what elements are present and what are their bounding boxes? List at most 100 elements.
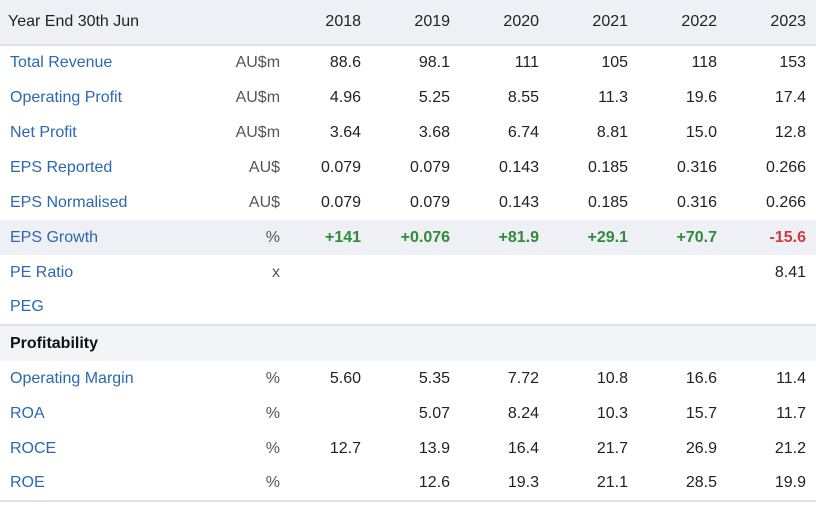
row-label-eps-normalised[interactable]: EPS Normalised: [10, 193, 128, 211]
cell-value: 12.6: [371, 466, 461, 502]
cell-value: 10.8: [596, 369, 629, 387]
cell-value: 11.7: [776, 404, 807, 422]
section-title: Profitability: [0, 324, 816, 361]
row-label-roa[interactable]: ROA: [10, 404, 45, 422]
cell-value: [282, 255, 371, 290]
cell-value: 7.72: [507, 369, 540, 387]
cell-value: 13.9: [418, 439, 451, 457]
cell-value: [460, 255, 549, 290]
cell-value: 5.60: [329, 369, 362, 387]
cell-value: 8.55: [507, 88, 540, 106]
cell-value: [282, 290, 371, 325]
row-label-roe[interactable]: ROE: [0, 466, 200, 502]
cell-value: 3.64: [329, 123, 362, 141]
cell-value-positive: +141: [324, 228, 362, 246]
cell-value: 4.96: [329, 88, 362, 106]
table-header-row: Year End 30th Jun 2018 2019 2020 2021 20…: [0, 0, 816, 46]
table-row-total-revenue: Total Revenue AU$m 88.6 98.1 111 105 118…: [0, 45, 816, 80]
cell-value: 19.9: [727, 466, 816, 502]
table-row-eps-normalised: EPS Normalised AU$ 0.079 0.079 0.143 0.1…: [0, 185, 816, 220]
row-label-operating-profit[interactable]: Operating Profit: [10, 88, 123, 106]
row-label-operating-margin[interactable]: Operating Margin: [10, 369, 134, 387]
table-row-net-profit: Net Profit AU$m 3.64 3.68 6.74 8.81 15.0…: [0, 115, 816, 150]
cell-value: [282, 466, 372, 502]
cell-value: 0.316: [676, 193, 718, 211]
section-header-profitability: Profitability: [0, 324, 816, 361]
year-header-2022[interactable]: 2022: [638, 0, 728, 46]
year-header-2023[interactable]: 2023: [727, 0, 816, 46]
cell-value: [282, 396, 371, 431]
cell-value: 26.9: [685, 439, 718, 457]
cell-value: 15.7: [685, 404, 718, 422]
row-unit: AU$: [248, 158, 281, 176]
cell-value: 11.4: [776, 369, 807, 387]
cell-value: 98.1: [418, 54, 451, 71]
row-label-eps-growth[interactable]: EPS Growth: [10, 228, 99, 246]
year-header-2021[interactable]: 2021: [549, 0, 639, 46]
cell-value: 8.81: [596, 123, 629, 141]
cell-value: 0.185: [587, 193, 629, 211]
row-unit: x: [272, 263, 281, 281]
year-header-2019[interactable]: 2019: [371, 0, 461, 46]
cell-value: 15.0: [685, 123, 718, 141]
table-row-eps-reported: EPS Reported AU$ 0.079 0.079 0.143 0.185…: [0, 150, 816, 185]
cell-value: 0.079: [320, 158, 362, 176]
cell-value: 5.07: [418, 404, 451, 422]
table-row-roe: ROE % 12.6 19.3 21.1 28.5 19.9: [0, 466, 816, 502]
cell-value: 0.266: [765, 193, 807, 211]
table-row-pe-ratio: PE Ratio x 8.41: [0, 255, 816, 290]
cell-value: 16.4: [507, 439, 540, 457]
cell-value: 21.2: [774, 439, 807, 457]
cell-value: [638, 255, 727, 290]
cell-value: 19.6: [685, 88, 718, 106]
row-unit: AU$m: [235, 123, 281, 141]
cell-value: 0.266: [765, 158, 807, 176]
cell-value: 0.079: [409, 193, 451, 211]
cell-value: 21.7: [596, 439, 629, 457]
cell-value: 12.7: [329, 439, 362, 457]
cell-value: 10.3: [596, 404, 629, 422]
year-header-2018[interactable]: 2018: [282, 0, 372, 46]
row-label-total-revenue[interactable]: Total Revenue: [10, 54, 113, 71]
table-row-peg: PEG: [0, 290, 816, 325]
cell-value: 28.5: [638, 466, 728, 502]
row-unit: [200, 290, 282, 325]
cell-value: 8.41: [774, 263, 807, 281]
cell-value: 8.24: [507, 404, 540, 422]
cell-value: 19.3: [460, 466, 550, 502]
row-unit: AU$: [248, 193, 281, 211]
row-label-eps-reported[interactable]: EPS Reported: [10, 158, 113, 176]
row-label-peg[interactable]: PEG: [10, 298, 44, 315]
cell-value-positive: +70.7: [676, 228, 718, 246]
cell-value: 0.143: [498, 158, 540, 176]
row-label-roce[interactable]: ROCE: [10, 439, 57, 457]
row-unit: %: [265, 404, 281, 422]
cell-value: [371, 255, 460, 290]
row-unit: %: [265, 228, 281, 246]
cell-value: 5.35: [418, 369, 451, 387]
cell-value: [371, 290, 460, 325]
cell-value-positive: +0.076: [400, 228, 451, 246]
table-row-operating-margin: Operating Margin % 5.60 5.35 7.72 10.8 1…: [0, 361, 816, 396]
cell-value: 0.079: [409, 158, 451, 176]
cell-value: 88.6: [329, 54, 362, 71]
year-header-2020[interactable]: 2020: [460, 0, 550, 46]
cell-value: 12.8: [774, 123, 807, 141]
cell-value: 0.143: [498, 193, 540, 211]
cell-value: 111: [514, 54, 540, 71]
row-label-net-profit[interactable]: Net Profit: [10, 123, 77, 141]
row-unit: %: [265, 369, 281, 387]
cell-value: [549, 255, 638, 290]
cell-value: 0.185: [587, 158, 629, 176]
cell-value: [638, 290, 727, 325]
cell-value: [460, 290, 549, 325]
row-label-pe-ratio[interactable]: PE Ratio: [10, 263, 74, 281]
cell-value: 105: [601, 54, 629, 71]
table-row-eps-growth: EPS Growth % +141 +0.076 +81.9 +29.1 +70…: [0, 220, 816, 255]
table-row-operating-profit: Operating Profit AU$m 4.96 5.25 8.55 11.…: [0, 80, 816, 115]
cell-value: 17.4: [774, 88, 807, 106]
cell-value: 0.079: [320, 193, 362, 211]
cell-value-negative: -15.6: [769, 228, 807, 246]
table-row-roce: ROCE % 12.7 13.9 16.4 21.7 26.9 21.2: [0, 431, 816, 466]
